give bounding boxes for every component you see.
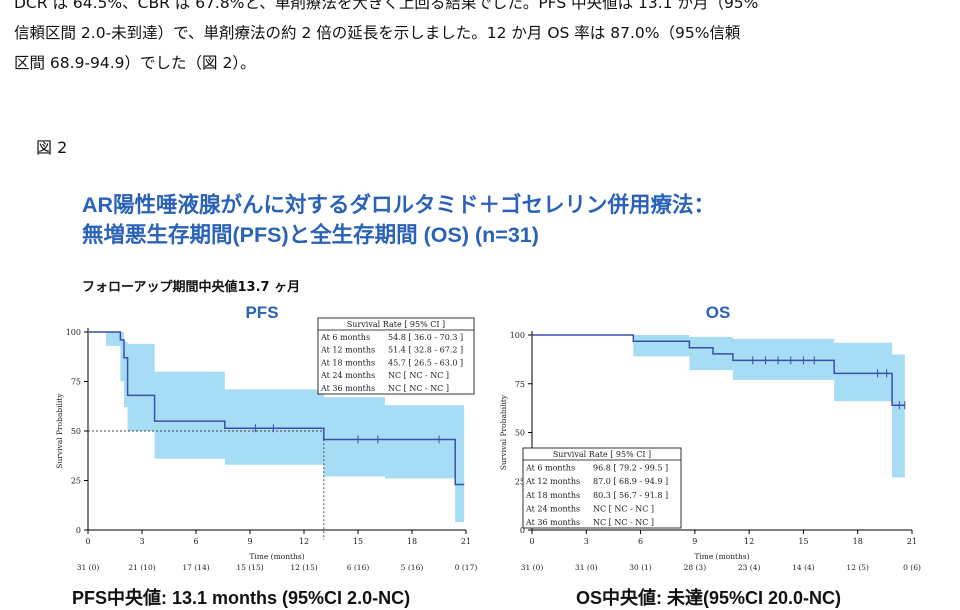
risk-count: 23 (4) [738,563,761,572]
y-tick-label: 75 [515,380,525,389]
risk-count: 0 (17) [455,563,478,572]
y-tick-label: 50 [515,429,525,438]
table-row-value: 51.4 [ 32.8 - 67.2 ] [388,346,463,355]
table-row-value: NC [ NC - NC ] [593,504,654,513]
survival-rate-table [522,447,682,529]
risk-count: 5 (16) [401,563,424,572]
table-row-value: NC [ NC - NC ] [388,371,449,380]
x-tick-label: 15 [798,537,808,546]
table-header: Survival Rate [ 95% CI ] [553,450,651,459]
x-tick-label: 3 [139,537,144,546]
y-tick-label: 0 [76,526,81,535]
x-tick-label: 0 [529,537,534,546]
y-tick-label: 0 [520,526,525,535]
chart-title: PFS [245,303,278,322]
chart-title: OS [706,303,731,322]
table-row-label: At 36 months [525,518,580,527]
x-tick-label: 12 [299,537,309,546]
x-tick-label: 6 [638,537,643,546]
ci-band [532,335,905,478]
figure-label: 図 2 [36,138,68,157]
table-row-label: At 6 months [320,333,370,342]
table-row-value: 54.8 [ 36.0 - 70.3 ] [388,333,463,342]
table-row-label: At 12 months [320,346,375,355]
risk-count: 0 (6) [903,563,921,572]
table-row-label: At 6 months [525,464,575,473]
table-row-label: At 36 months [320,384,375,393]
x-tick-label: 6 [193,537,198,546]
y-tick-label: 25 [515,477,525,486]
x-tick-label: 21 [907,537,917,546]
table-header: Survival Rate [ 95% CI ] [347,320,445,329]
x-tick-label: 18 [407,537,417,546]
figure-title-line: AR陽性唾液腺がんに対するダロルタミド＋ゴセレリン併用療法： [82,193,716,217]
x-tick-label: 12 [744,537,754,546]
survival-curve [532,334,905,406]
y-tick-label: 75 [71,378,81,387]
table-row-label: At 18 months [320,358,375,367]
risk-count: 17 (14) [182,563,209,572]
x-tick-label: 9 [247,537,252,546]
risk-count: 28 (3) [684,563,707,572]
table-row-value: 96.8 [ 79.2 - 99.5 ] [593,464,668,473]
table-row-value: 80.3 [ 56.7 - 91.8 ] [593,491,668,500]
ci-band [88,332,465,523]
risk-count: 21 (10) [128,563,155,572]
median-guide [88,430,325,540]
y-tick-label: 25 [71,477,81,486]
table-row-label: At 12 months [525,477,580,486]
survival-rate-table [317,317,475,395]
y-tick-label: 100 [66,328,81,337]
pfs-median-caption: PFS中央値: 13.1 months (95%CI 2.0-NC) [72,588,411,608]
x-tick-label: 9 [692,537,697,546]
x-axis-label: Time (months) [694,552,749,561]
x-tick-label: 3 [584,537,589,546]
risk-count: 12 (5) [846,563,869,572]
y-axis-label: Survival Probability [499,394,508,470]
table-row-value: NC [ NC - NC ] [388,384,449,393]
survival-curve [88,331,465,486]
risk-count: 12 (15) [290,563,317,572]
y-tick-label: 100 [510,331,525,340]
x-tick-label: 15 [353,537,363,546]
os-median-caption: OS中央値: 未達(95%CI 20.0-NC) [576,588,842,608]
y-tick-label: 50 [71,427,81,436]
table-row-label: At 24 months [525,504,580,513]
x-tick-label: 21 [461,537,471,546]
risk-count: 31 (0) [575,563,598,572]
risk-count: 31 (0) [77,563,100,572]
risk-count: 31 (0) [521,563,544,572]
x-tick-label: 0 [85,537,90,546]
body-text-line: 信頼区間 2.0-未到達）で、単剤療法の約 2 倍の延長を示しました。12 か月… [14,24,741,42]
y-axis-label: Survival Probability [55,393,64,469]
table-row-value: 87.0 [ 68.9 - 94.9 ] [593,477,668,486]
risk-count: 30 (1) [629,563,652,572]
figure-title-line: 無増悪生存期間(PFS)と全生存期間 (OS) (n=31) [82,223,539,247]
risk-count: 14 (4) [792,563,815,572]
followup-label: フォローアップ期間中央値13.7 ヶ月 [82,280,301,295]
body-text-line: DCR は 64.5%、CBR は 67.8%と、単剤療法を大きく上回る結果でし… [14,0,759,12]
body-text-line: 区間 68.9-94.9）でした（図 2）。 [14,54,256,72]
x-tick-label: 18 [853,537,863,546]
table-row-label: At 24 months [320,371,375,380]
table-row-label: At 18 months [525,491,580,500]
x-axis-label: Time (months) [249,552,304,561]
risk-count: 6 (16) [347,563,370,572]
table-row-value: NC [ NC - NC ] [593,518,654,527]
risk-count: 15 (15) [236,563,263,572]
table-row-value: 45.7 [ 26.5 - 63.0 ] [388,358,463,367]
